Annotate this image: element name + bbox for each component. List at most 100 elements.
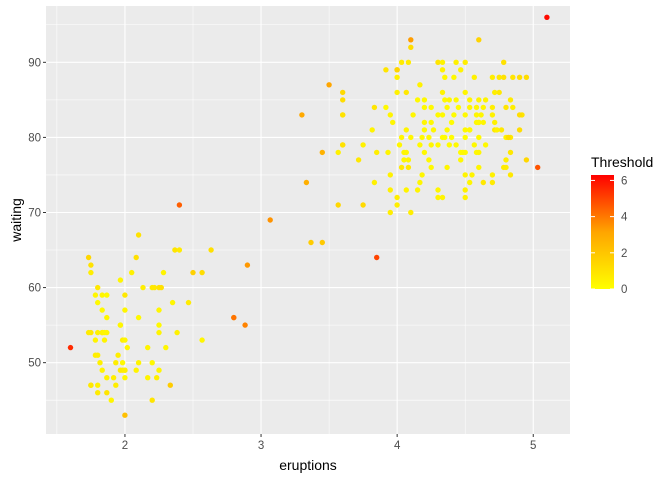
data-point [458, 157, 464, 163]
data-point [462, 59, 468, 65]
data-point [523, 74, 530, 81]
data-point [458, 67, 464, 73]
x-tick-label: 4 [394, 440, 401, 452]
legend-colorbar [591, 175, 614, 289]
data-point [496, 89, 502, 96]
data-point [190, 269, 196, 276]
data-point [501, 74, 507, 81]
data-point [494, 127, 500, 133]
data-point [478, 112, 484, 118]
data-point [383, 67, 389, 73]
data-point [97, 360, 103, 366]
data-point [417, 179, 423, 186]
data-point [439, 67, 446, 73]
data-point [480, 119, 486, 126]
data-point [408, 44, 414, 50]
data-point [101, 329, 108, 336]
data-point [435, 59, 441, 65]
y-tick-label: 90 [28, 57, 41, 69]
data-point [405, 164, 412, 171]
data-point [85, 254, 92, 261]
data-point [414, 97, 421, 103]
x-tick-label: 5 [530, 440, 536, 452]
data-point [340, 97, 346, 103]
data-point [501, 59, 507, 65]
data-point [444, 164, 450, 171]
data-point [149, 360, 155, 366]
data-point [476, 119, 482, 126]
data-point [430, 127, 437, 133]
data-point [473, 112, 480, 118]
data-point [439, 89, 446, 96]
data-point [507, 149, 514, 156]
data-point [453, 59, 459, 65]
y-axis-title: waiting [8, 198, 24, 243]
data-point [428, 104, 434, 111]
data-point [471, 142, 477, 148]
y-tick-label: 50 [28, 358, 41, 370]
data-point [326, 82, 332, 88]
data-point [405, 59, 412, 65]
data-point [451, 74, 457, 81]
data-point [516, 74, 523, 81]
data-point [95, 382, 101, 388]
data-point [467, 127, 473, 133]
data-point [417, 82, 423, 88]
data-point [319, 239, 325, 246]
data-point [480, 104, 486, 111]
data-point [135, 360, 142, 366]
data-point [108, 397, 115, 403]
data-point [408, 209, 414, 216]
legend-tick-label: 2 [621, 248, 627, 260]
data-point [451, 112, 457, 118]
legend-tick-label: 6 [621, 175, 627, 187]
data-point [104, 375, 110, 381]
data-point [469, 172, 475, 178]
data-point [435, 142, 441, 148]
data-point [133, 367, 139, 373]
data-point [421, 97, 428, 103]
data-point [360, 142, 366, 148]
data-point [340, 142, 346, 148]
data-point [169, 299, 176, 306]
data-point [396, 142, 403, 148]
data-point [489, 112, 496, 118]
data-point [371, 104, 378, 111]
data-point [185, 299, 192, 306]
data-point [104, 292, 110, 298]
data-point [421, 119, 428, 126]
data-point [398, 164, 405, 171]
data-point [113, 360, 119, 366]
legend-title: Threshold [591, 154, 653, 170]
data-point [476, 164, 482, 171]
data-point [505, 134, 511, 141]
data-point [476, 134, 482, 141]
data-point [355, 157, 362, 163]
data-point [492, 119, 498, 126]
x-axis-title: eruptions [279, 457, 337, 473]
legend-tick-label: 0 [621, 284, 627, 296]
data-point [119, 360, 126, 366]
data-point [462, 187, 468, 193]
data-point [496, 74, 502, 81]
data-point [340, 89, 346, 96]
data-point [523, 157, 530, 163]
y-tick-label: 80 [28, 132, 41, 144]
data-point [448, 119, 455, 126]
data-point [371, 179, 378, 186]
data-point [455, 104, 462, 111]
data-point [92, 352, 99, 358]
data-point [340, 112, 346, 118]
data-point [462, 89, 468, 96]
data-point [99, 367, 105, 373]
data-point [151, 284, 158, 291]
data-point [410, 112, 416, 118]
data-point [92, 292, 99, 298]
data-point [435, 194, 441, 201]
data-point [442, 97, 448, 103]
data-point [467, 179, 473, 186]
data-point [503, 104, 509, 111]
data-point [398, 134, 405, 141]
data-point [482, 97, 489, 103]
